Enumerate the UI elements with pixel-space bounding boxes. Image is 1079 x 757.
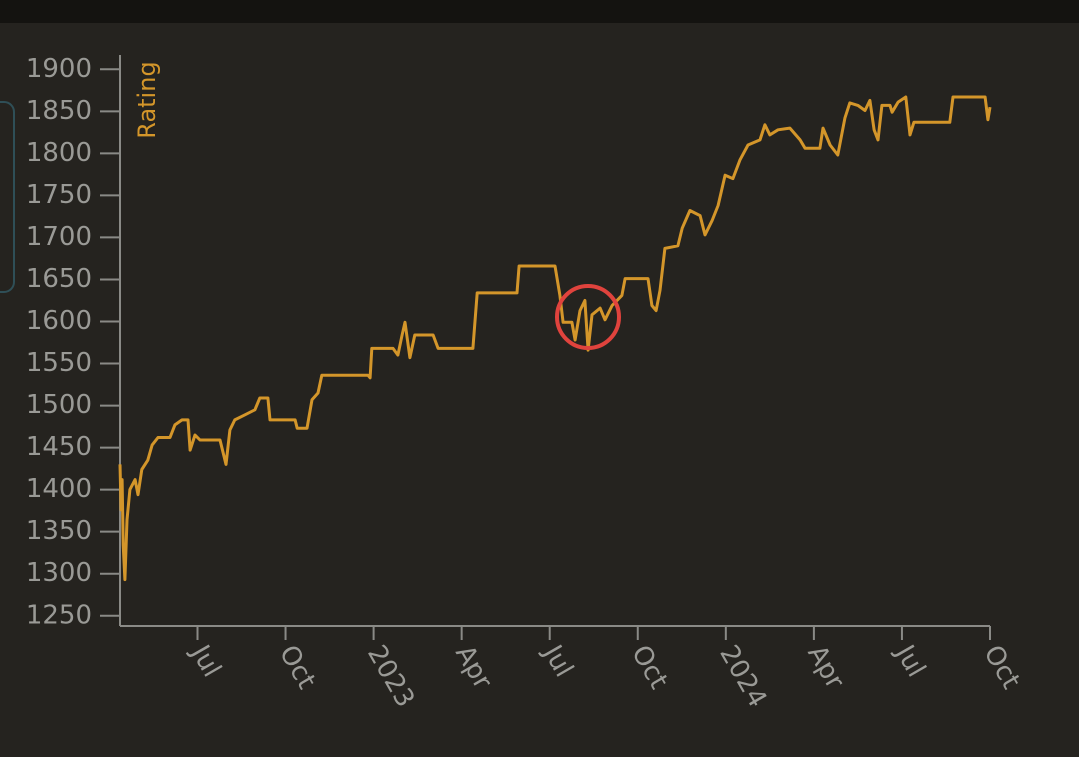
y-tick-label: 1450 <box>26 432 92 462</box>
highlight-circle <box>555 284 621 350</box>
x-tick-label: Jul <box>888 639 931 683</box>
y-tick-label: 1400 <box>26 474 92 504</box>
top-bar <box>0 0 1079 23</box>
x-tick-label: Apr <box>449 640 498 694</box>
y-tick-label: 1850 <box>26 96 92 126</box>
y-tick-label: 1750 <box>26 180 92 210</box>
side-panel-edge <box>0 101 15 293</box>
y-tick-label: 1550 <box>26 348 92 378</box>
y-tick-label: 1900 <box>26 54 92 84</box>
y-tick-label: 1800 <box>26 138 92 168</box>
y-tick-label: 1700 <box>26 222 92 252</box>
x-tick-label: Oct <box>273 640 321 694</box>
y-tick-label: 1650 <box>26 264 92 294</box>
x-tick-label: Jul <box>184 639 227 683</box>
y-axis-label: Rating <box>133 61 161 138</box>
x-tick-label: 2023 <box>361 640 420 712</box>
y-tick-label: 1300 <box>26 558 92 588</box>
y-tick-label: 1350 <box>26 516 92 546</box>
x-tick-label: Oct <box>977 640 1025 694</box>
x-tick-label: Apr <box>801 640 850 694</box>
rating-line <box>118 95 992 582</box>
x-tick-label: 2024 <box>713 640 772 712</box>
x-tick-label: Jul <box>536 639 579 683</box>
y-tick-label: 1250 <box>26 600 92 630</box>
x-tick-label: Oct <box>625 640 673 694</box>
y-tick-label: 1600 <box>26 306 92 336</box>
y-tick-label: 1500 <box>26 390 92 420</box>
